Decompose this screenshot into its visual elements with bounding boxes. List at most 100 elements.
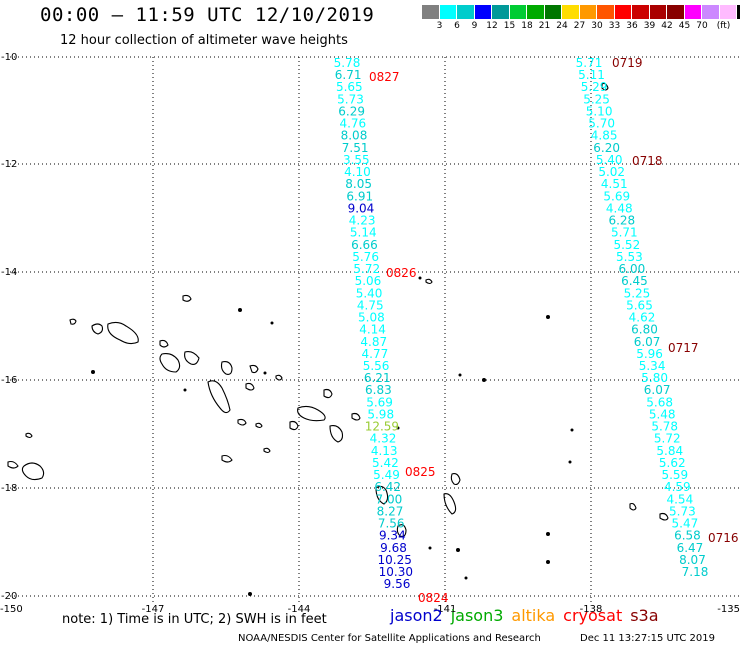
- island-outline: [207, 380, 231, 414]
- color-swatch: [492, 5, 510, 19]
- color-scale-label: 36: [626, 21, 638, 31]
- island-outline: [659, 512, 669, 521]
- legend-item-jason2: jason2: [390, 606, 443, 625]
- wave-height-value: 5.06: [355, 274, 382, 288]
- wave-height-value: 5.48: [649, 407, 676, 421]
- island-outline: [249, 364, 259, 374]
- island-dot: [546, 560, 550, 564]
- island-outline: [107, 321, 139, 345]
- wave-height-value: 4.77: [362, 347, 389, 361]
- wave-height-value: 5.11: [578, 68, 605, 82]
- wave-height-value: 4.51: [601, 177, 628, 191]
- wave-height-value: 5.59: [661, 468, 688, 482]
- wave-height-value: 5.49: [373, 468, 400, 482]
- wave-height-value: 5.78: [651, 420, 678, 434]
- color-swatch: [632, 5, 650, 19]
- color-scale-label: 18: [521, 21, 533, 31]
- latitude-label: -12: [1, 159, 17, 170]
- island-dot: [418, 276, 422, 280]
- units-note: note: 1) Time is in UTC; 2) SWH is in fe…: [62, 612, 327, 627]
- wave-height-value: 9.04: [348, 201, 375, 215]
- wave-height-value: 5.71: [611, 226, 638, 240]
- wave-height-value: 6.91: [346, 189, 373, 203]
- pass-time-label: 0716: [708, 531, 739, 545]
- color-swatch: [474, 5, 492, 19]
- island-outline: [184, 351, 200, 365]
- island-outline: [323, 388, 333, 399]
- island-dot: [546, 315, 550, 319]
- wave-height-value: 5.76: [352, 250, 379, 264]
- color-swatch: [544, 5, 562, 19]
- island-outline: [255, 422, 263, 429]
- wave-height-value: 5.78: [334, 56, 361, 70]
- color-swatch: [737, 5, 740, 19]
- wave-height-value: 6.58: [674, 529, 701, 543]
- color-scale-label: 9: [471, 21, 478, 31]
- wave-height-value: 6.42: [374, 480, 401, 494]
- color-swatch: [457, 5, 475, 19]
- island-outline: [425, 278, 433, 285]
- color-scale-label: 70: [696, 21, 708, 31]
- wave-height-value: 5.25: [583, 92, 610, 106]
- wave-height-value: 7.51: [342, 141, 369, 155]
- color-scale-label: 24: [556, 21, 568, 31]
- color-swatch: [702, 5, 720, 19]
- wave-height-value: 6.07: [644, 383, 671, 397]
- island-dot: [570, 428, 574, 432]
- wave-height-value: 5.73: [337, 92, 364, 106]
- island-dot: [91, 370, 95, 374]
- longitude-label: -138: [580, 604, 603, 615]
- wave-height-value: 5.96: [636, 347, 663, 361]
- color-swatch: [439, 5, 457, 19]
- wave-height-value: 5.80: [641, 371, 668, 385]
- color-swatch: [719, 5, 737, 19]
- color-scale-label: 42: [661, 21, 673, 31]
- longitude-label: -147: [142, 604, 165, 615]
- pass-time-label: 0718: [632, 154, 663, 168]
- legend-item-jason3: jason3: [450, 606, 504, 625]
- wave-height-value: 5.68: [646, 395, 673, 409]
- island-outline: [629, 502, 637, 511]
- island-outline: [450, 473, 461, 486]
- wave-height-value: 8.27: [377, 504, 404, 518]
- island-dot: [270, 321, 274, 325]
- wave-height-value: 5.10: [586, 104, 613, 118]
- color-swatch: [579, 5, 597, 19]
- pass-time-label: 0824: [418, 591, 449, 605]
- wave-height-value: 6.29: [338, 104, 365, 118]
- wave-height-value: 4.13: [371, 444, 398, 458]
- longitude-label: -141: [434, 604, 457, 615]
- wave-height-value: 9.34: [379, 529, 406, 543]
- island-outline: [263, 447, 271, 454]
- credit-line: NOAA/NESDIS Center for Satellite Applica…: [238, 633, 541, 644]
- wave-height-value: 3.55: [343, 153, 370, 167]
- wave-height-value: 7.00: [376, 492, 403, 506]
- pass-time-label: 0825: [405, 465, 436, 479]
- wave-height-value: 8.08: [341, 129, 368, 143]
- island-outline: [69, 318, 77, 325]
- lat-lon-grid: [10, 56, 740, 604]
- wave-height-value: 4.76: [339, 117, 366, 131]
- wave-height-value: 5.72: [353, 262, 380, 276]
- color-scale-bar: 3 6 9 12 15 18 21 24 27 30 33 36 39 42 45 70 (ft): [422, 5, 740, 31]
- island-dot: [464, 576, 468, 580]
- wave-height-value: 4.32: [370, 432, 397, 446]
- wave-height-value: 7.18: [682, 565, 709, 579]
- wave-height-value: 5.47: [672, 517, 699, 531]
- pass-time-label: 0827: [369, 70, 400, 84]
- island-outline: [329, 425, 344, 443]
- latitude-label: -10: [1, 52, 17, 63]
- wave-height-value: 10.25: [377, 553, 411, 567]
- wave-height-value: 5.65: [626, 298, 653, 312]
- track-0719: 5.715.115.295.255.105.704.856.205.405.02…: [576, 56, 739, 579]
- island-dot: [248, 592, 252, 596]
- island-dot: [396, 426, 400, 430]
- island-dot: [568, 460, 572, 464]
- color-scale-swatches: [422, 5, 740, 19]
- wave-height-value: 10.30: [379, 565, 413, 579]
- color-swatch: [684, 5, 702, 19]
- island-dot: [456, 548, 460, 552]
- color-scale-label: 45: [678, 21, 691, 31]
- wave-height-value: 4.14: [359, 323, 386, 337]
- wave-height-value: 8.05: [345, 177, 372, 191]
